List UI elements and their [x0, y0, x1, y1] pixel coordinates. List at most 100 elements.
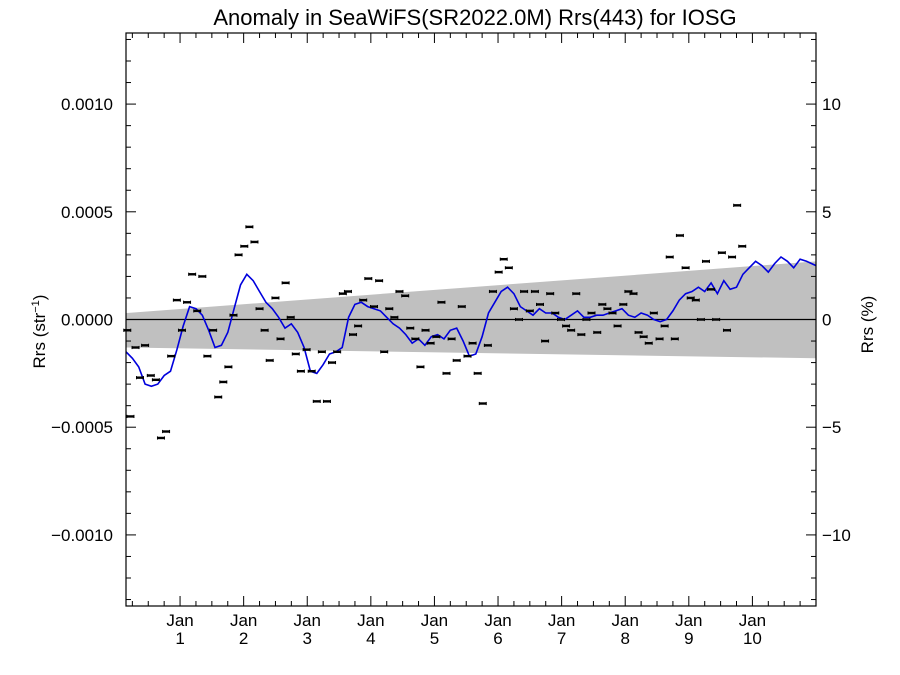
data-point — [717, 251, 726, 255]
data-point — [135, 376, 144, 380]
data-point — [162, 429, 171, 434]
data-point — [639, 335, 648, 339]
data-point — [593, 330, 602, 335]
data-point — [317, 350, 326, 354]
data-point — [733, 203, 742, 207]
y-tick-label-left: −0.0010 — [51, 526, 113, 545]
y-axis-label-left-sup: −1 — [30, 300, 42, 313]
data-point — [375, 279, 384, 283]
data-point — [229, 313, 238, 317]
data-point — [214, 395, 223, 399]
data-point — [432, 335, 441, 339]
data-point — [442, 371, 451, 375]
data-point — [296, 369, 305, 373]
x-tick-label-year: 6 — [493, 629, 502, 648]
data-point — [670, 337, 679, 341]
x-tick-label-year: 10 — [743, 629, 762, 648]
data-point — [541, 339, 550, 343]
data-point — [219, 380, 228, 384]
data-point — [546, 292, 555, 296]
y-tick-label-right: 5 — [822, 203, 831, 222]
x-tick-label-month: Jan — [166, 611, 193, 630]
data-point — [572, 292, 581, 296]
data-point — [577, 332, 586, 337]
data-point — [359, 298, 368, 302]
data-point — [488, 289, 497, 294]
data-point — [655, 337, 664, 341]
data-point — [509, 307, 518, 311]
data-point — [681, 266, 690, 270]
data-point — [520, 289, 529, 294]
data-point — [701, 259, 710, 263]
data-point — [370, 304, 379, 309]
y-axis-label-left-main: Rrs (str — [30, 312, 49, 368]
x-tick-label-year: 8 — [620, 629, 629, 648]
data-point — [177, 328, 186, 332]
data-point — [265, 358, 274, 363]
x-tick-label-year: 5 — [430, 629, 439, 648]
data-point — [696, 317, 705, 322]
x-tick-label-month: Jan — [739, 611, 766, 630]
data-point — [551, 311, 560, 315]
data-point — [567, 328, 576, 332]
data-point — [634, 330, 643, 335]
data-point — [712, 317, 721, 322]
data-point — [146, 373, 155, 378]
y-tick-label-right: 0 — [822, 311, 831, 330]
data-point — [426, 341, 435, 345]
y-tick-label-left: 0.0010 — [61, 95, 113, 114]
x-tick-label-month: Jan — [675, 611, 702, 630]
y-tick-label-right: 10 — [822, 95, 841, 114]
data-point — [240, 244, 249, 248]
data-point — [183, 300, 192, 304]
data-point — [260, 328, 269, 332]
x-tick-label-year: 2 — [239, 629, 248, 648]
data-point — [660, 324, 669, 328]
data-point — [556, 317, 565, 322]
data-point — [172, 298, 181, 302]
data-point — [452, 358, 461, 363]
data-point — [468, 341, 477, 345]
data-point — [390, 315, 399, 319]
data-point — [613, 324, 622, 328]
data-point — [525, 309, 534, 313]
data-point — [380, 350, 389, 354]
x-tick-label-month: Jan — [484, 611, 511, 630]
data-point — [312, 399, 321, 403]
data-point — [291, 352, 300, 356]
x-tick-label-year: 4 — [366, 629, 375, 648]
x-tick-label-month: Jan — [294, 611, 321, 630]
data-point — [608, 311, 617, 315]
y-tick-label-right: −5 — [822, 418, 841, 437]
x-tick-label-year: 1 — [175, 629, 184, 648]
data-point — [123, 328, 132, 332]
data-point — [416, 365, 425, 369]
data-point — [587, 311, 596, 315]
data-point — [395, 289, 404, 294]
data-point — [245, 225, 254, 229]
data-point — [665, 255, 674, 259]
data-point — [209, 328, 218, 332]
data-point — [250, 240, 259, 244]
data-point — [203, 354, 212, 358]
data-point — [629, 292, 638, 296]
x-tick-label-year: 9 — [684, 629, 693, 648]
data-point — [364, 276, 373, 281]
x-tick-label-month: Jan — [612, 611, 639, 630]
data-point — [603, 307, 612, 311]
y-tick-label-left: −0.0005 — [51, 418, 113, 437]
data-point — [722, 328, 731, 332]
data-point — [536, 302, 544, 307]
data-point — [411, 337, 420, 341]
data-point — [302, 348, 311, 352]
data-point — [401, 294, 410, 298]
data-point — [437, 300, 446, 304]
data-point — [328, 360, 337, 365]
x-tick-label-year: 3 — [303, 629, 312, 648]
data-point — [619, 302, 628, 307]
y-tick-label-right: −10 — [822, 526, 851, 545]
data-point — [343, 289, 352, 294]
data-point — [649, 311, 658, 315]
data-point — [193, 309, 202, 313]
